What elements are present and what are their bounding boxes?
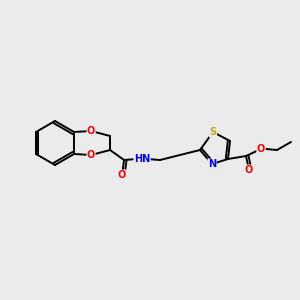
Text: O: O (87, 150, 95, 160)
Text: N: N (208, 159, 216, 169)
Text: O: O (87, 126, 95, 136)
Text: HN: HN (134, 154, 150, 164)
Text: O: O (118, 170, 126, 180)
Text: O: O (245, 165, 253, 175)
Text: O: O (257, 144, 265, 154)
Text: S: S (209, 127, 217, 137)
